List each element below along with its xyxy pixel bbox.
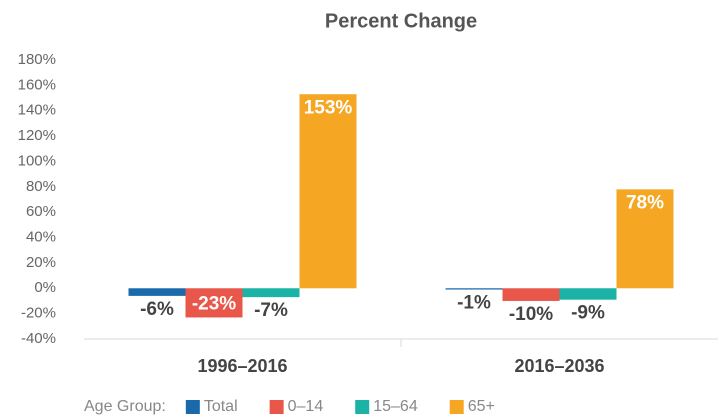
legend-swatch — [269, 400, 284, 414]
legend-label: Total — [204, 398, 238, 415]
chart-title: Percent Change — [325, 10, 477, 32]
legend-label: 65+ — [468, 398, 495, 415]
data-label: 78% — [626, 192, 664, 213]
data-label: -9% — [571, 303, 605, 324]
bar — [616, 189, 674, 289]
y-tick-label: 100% — [18, 152, 56, 169]
x-tick-label: 2016–2036 — [514, 356, 604, 376]
legend-swatch — [449, 400, 464, 414]
y-tick-label: 80% — [26, 178, 56, 195]
data-label: -10% — [509, 304, 553, 325]
y-tick-label: 120% — [18, 127, 56, 144]
data-label: 153% — [304, 97, 353, 118]
y-tick-label: 40% — [26, 229, 56, 246]
y-tick-label: -20% — [21, 305, 56, 322]
legend-title: Age Group: — [84, 398, 166, 415]
bar — [128, 288, 186, 296]
bar — [559, 288, 617, 300]
bar — [502, 288, 560, 301]
y-tick-label: -40% — [21, 330, 56, 347]
data-label: -1% — [457, 293, 491, 314]
data-label: -23% — [192, 293, 236, 314]
y-tick-label: 0% — [34, 279, 56, 296]
legend-swatch — [185, 400, 200, 414]
bar — [185, 288, 243, 318]
legend-swatch — [355, 400, 370, 414]
legend-label: 0–14 — [288, 398, 324, 415]
y-tick-label: 140% — [18, 102, 56, 119]
y-tick-label: 20% — [26, 254, 56, 271]
bar — [445, 288, 503, 290]
bar — [299, 94, 357, 289]
x-tick-label: 1996–2016 — [197, 356, 287, 376]
data-label: -6% — [140, 299, 174, 320]
data-label: -7% — [254, 300, 288, 321]
y-tick-label: 160% — [18, 76, 56, 93]
y-tick-label: 180% — [18, 51, 56, 68]
y-tick-label: 60% — [26, 203, 56, 220]
legend-label: 15–64 — [373, 398, 418, 415]
bar — [242, 288, 300, 298]
